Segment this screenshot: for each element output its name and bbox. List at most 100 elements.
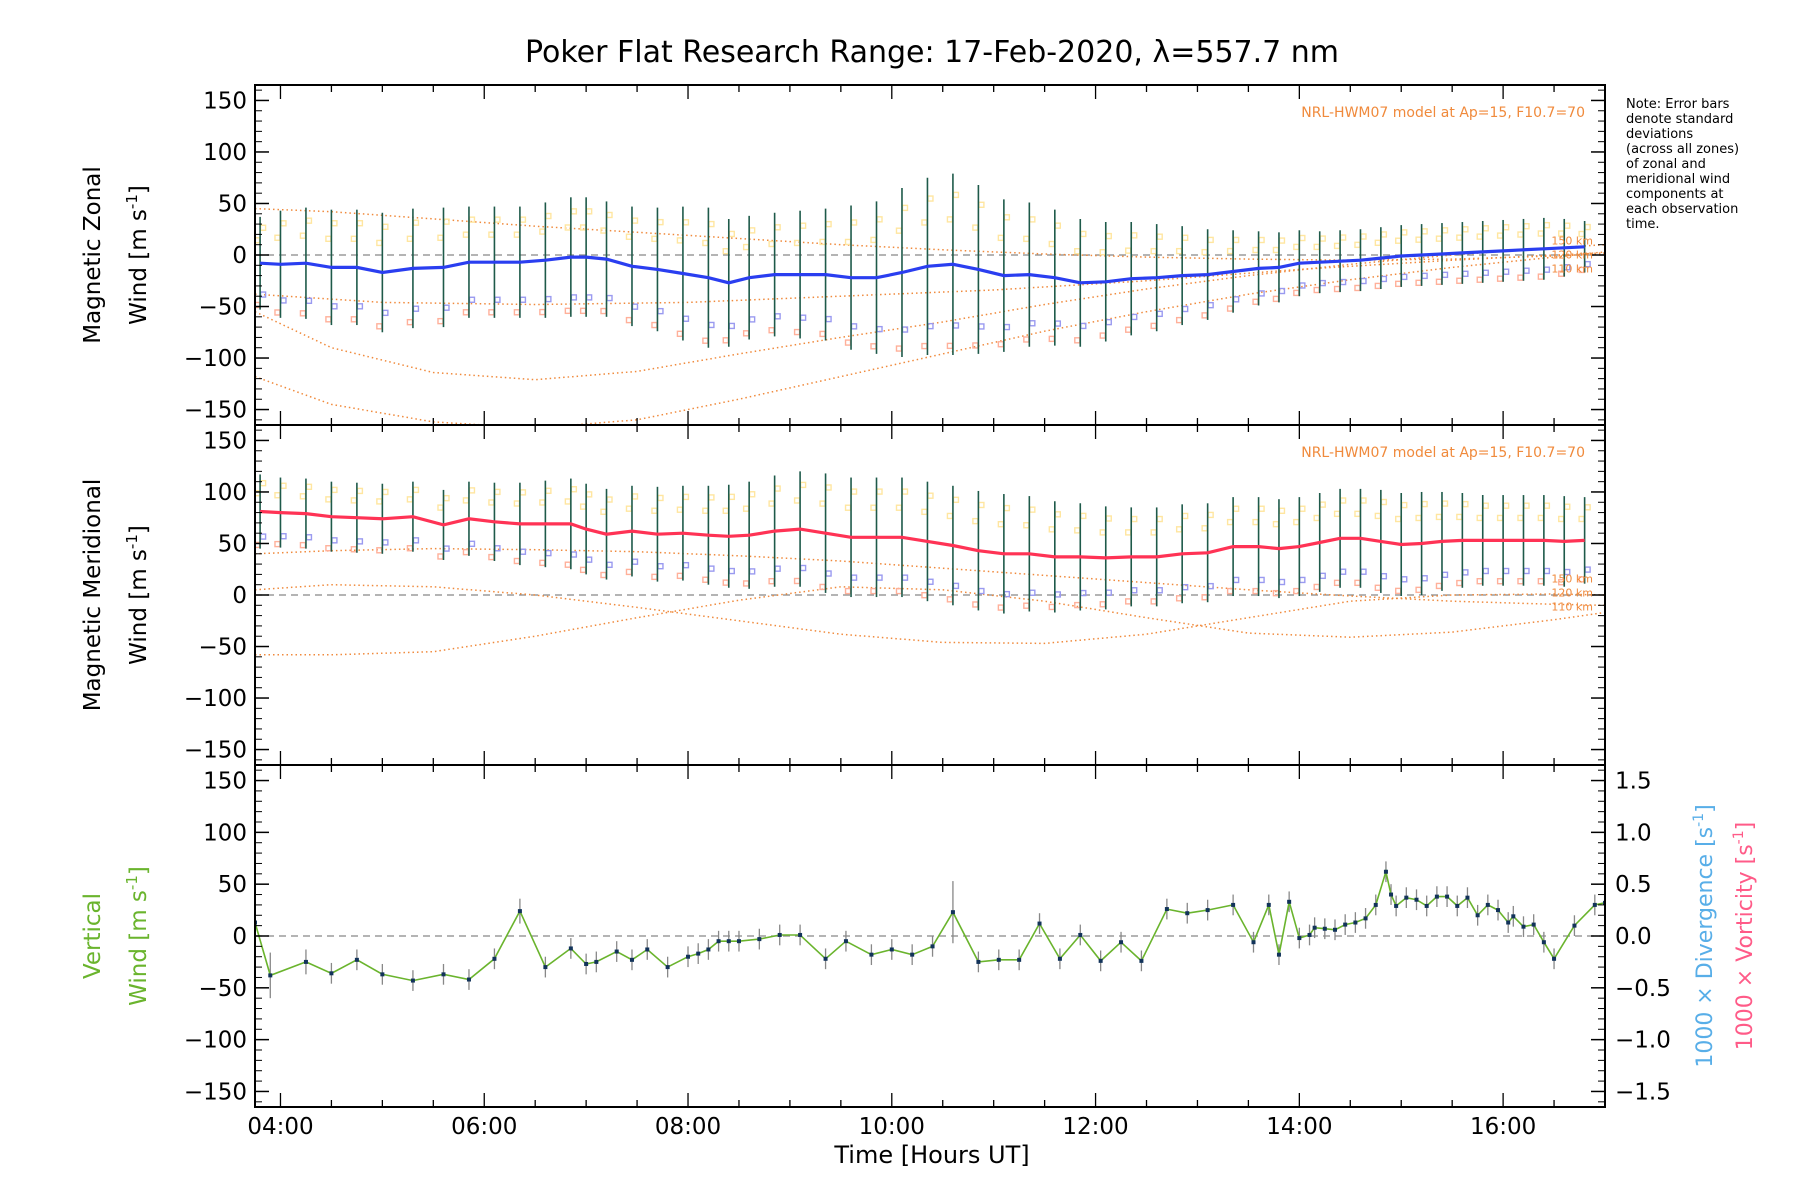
meridional-zone-marker <box>1333 579 1341 587</box>
meridional-zone-marker <box>901 574 909 581</box>
zonal-y-tick-label: 50 <box>218 191 247 217</box>
meridional-zone-marker <box>382 488 389 496</box>
vertical-data-point <box>1485 902 1490 907</box>
vertical-data-point <box>466 977 471 982</box>
zonal-zone-marker <box>1354 241 1361 249</box>
vertical-data-point <box>1231 902 1236 907</box>
meridional-zone-marker <box>876 488 883 495</box>
meridional-y-tick-label: −50 <box>198 635 247 661</box>
meridional-zone-marker <box>631 558 639 565</box>
meridional-zone-marker <box>1354 510 1361 518</box>
meridional-zone-marker <box>1207 511 1214 519</box>
vertical-data-point <box>354 957 359 962</box>
zonal-model-curve-0 <box>255 207 1605 261</box>
meridional-zone-marker <box>274 492 281 499</box>
zonal-zone-marker <box>1131 232 1138 239</box>
vertical-ylabel-line1: Vertical <box>80 893 106 979</box>
zonal-zone-marker <box>825 220 832 228</box>
meridional-zone-marker <box>350 546 358 553</box>
meridional-zone-marker <box>1278 507 1286 515</box>
zonal-zone-marker <box>564 307 572 315</box>
meridional-zone-marker <box>1380 572 1388 580</box>
zonal-zone-marker <box>1456 234 1463 241</box>
zonal-zone-marker <box>702 239 709 247</box>
zonal-zone-marker <box>1099 249 1106 256</box>
meridional-zone-marker <box>1074 527 1081 534</box>
zonal-zone-marker <box>1156 310 1163 318</box>
zonal-zone-marker <box>1415 279 1422 287</box>
meridional-zone-marker <box>1584 566 1591 573</box>
meridional-zone-marker <box>406 545 414 552</box>
meridional-zone-marker <box>382 539 389 546</box>
vertical-data-point <box>757 937 762 942</box>
meridional-zone-marker <box>1131 515 1138 523</box>
meridional-altitude-label: 110 km <box>1551 601 1593 614</box>
meridional-zone-marker <box>799 564 807 572</box>
meridional-zone-marker <box>1080 512 1087 520</box>
zonal-zone-marker <box>437 317 444 325</box>
zonal-zone-marker <box>1054 320 1062 327</box>
meridional-zone-marker <box>978 501 985 509</box>
zonal-zone-marker <box>850 219 858 226</box>
meridional-zone-marker <box>513 557 521 565</box>
vertical-data-point <box>517 909 522 914</box>
zonal-zone-marker <box>488 231 495 238</box>
zonal-zone-marker <box>1313 286 1320 294</box>
zonal-zone-marker <box>350 235 358 243</box>
vertical-data-point <box>843 939 848 944</box>
meridional-zone-marker <box>952 496 960 504</box>
zonal-zone-marker <box>682 315 690 322</box>
meridional-zone-marker <box>1523 502 1530 509</box>
zonal-zone-marker <box>1333 242 1341 250</box>
meridional-zone-marker <box>1578 515 1585 523</box>
meridional-zone-marker <box>1456 579 1463 587</box>
zonal-zone-marker <box>1537 273 1545 280</box>
vertical-data-point <box>1312 925 1317 930</box>
meridional-zone-marker <box>274 540 281 548</box>
zonal-zone-marker <box>350 316 358 323</box>
meridional-zone-marker <box>1401 501 1408 509</box>
zonal-zone-marker <box>1175 247 1183 255</box>
zonal-zone-marker <box>799 314 807 321</box>
zonal-zone-marker <box>412 305 420 312</box>
meridional-zone-marker <box>545 549 552 557</box>
panel-meridional: −150 −100 −50 0 50 100 150 Magnetic Meridional W… <box>80 424 1606 766</box>
zonal-zone-marker <box>1517 274 1524 281</box>
zonal-zone-marker <box>651 321 658 329</box>
meridional-zone-marker <box>331 537 338 544</box>
zonal-zone-marker <box>585 208 593 215</box>
meridional-zone-marker <box>1029 506 1036 513</box>
vertical-data-point <box>665 965 670 970</box>
zonal-zone-marker <box>978 201 985 208</box>
meridional-zone-marker <box>325 545 332 552</box>
zonal-zone-marker <box>1125 247 1132 254</box>
zonal-zone-marker <box>1252 246 1259 254</box>
zonal-zone-marker <box>1150 247 1157 255</box>
vertical-data-point <box>1541 940 1546 945</box>
vertical-data-point <box>1394 903 1399 908</box>
zonal-zone-marker <box>382 309 389 317</box>
zonal-zone-marker <box>1360 233 1367 240</box>
zonal-zone-marker <box>631 217 639 224</box>
meridional-zone-marker <box>437 553 444 560</box>
meridional-zone-marker <box>494 488 501 496</box>
meridional-zone-marker <box>579 566 587 574</box>
zonal-zone-marker <box>708 220 715 228</box>
zonal-zone-marker <box>462 309 470 316</box>
meridional-zone-marker <box>1181 583 1189 591</box>
meridional-zone-marker <box>1415 514 1422 522</box>
zonal-zone-marker <box>488 309 495 316</box>
x-tick-label: 16:00 <box>1470 1114 1536 1140</box>
vertical-data-point <box>1185 911 1190 916</box>
vertical-data-point <box>614 949 619 954</box>
zonal-zone-marker <box>728 230 735 238</box>
meridional-zone-marker <box>895 504 903 511</box>
zonal-zone-marker <box>1523 267 1530 274</box>
zonal-zone-marker <box>1272 246 1280 254</box>
vertical-data-point <box>1552 956 1557 961</box>
zonal-altitude-label: 120 km <box>1551 249 1593 262</box>
zonal-zone-marker <box>1313 243 1320 251</box>
meridional-ylabel-line1: Magnetic Meridional <box>80 479 106 712</box>
zonal-zone-marker <box>299 310 307 317</box>
meridional-zone-marker <box>921 508 928 516</box>
